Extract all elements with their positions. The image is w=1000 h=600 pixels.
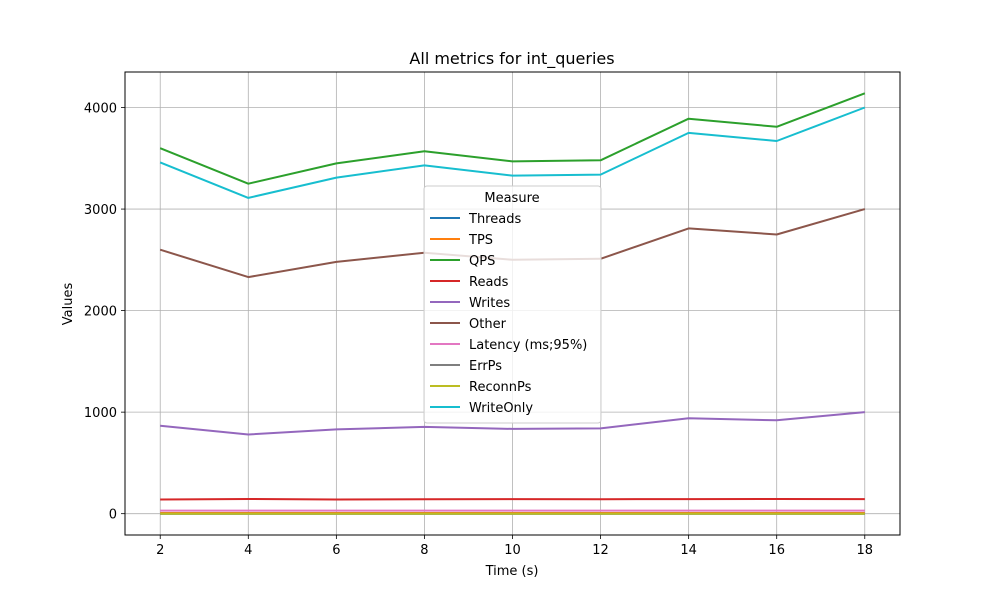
legend-label-qps: QPS	[469, 254, 495, 269]
legend-label-threads: Threads	[468, 212, 521, 227]
y-tick-label: 4000	[84, 102, 117, 117]
legend-label-tps: TPS	[468, 233, 493, 248]
legend-label-other: Other	[469, 317, 507, 332]
legend-label-errps: ErrPs	[469, 359, 502, 374]
legend-box	[423, 185, 602, 424]
series-line-qps	[159, 92, 866, 185]
x-axis-label: Time (s)	[485, 564, 539, 579]
x-tick-label: 12	[592, 543, 609, 558]
x-tick-label: 14	[680, 543, 697, 558]
legend-label-reconnps: ReconnPs	[469, 380, 532, 395]
x-tick-label: 6	[332, 543, 340, 558]
series-line-writeonly	[159, 106, 866, 199]
x-tick-label: 18	[856, 543, 873, 558]
legend: Measure Threads TPS QPS Reads Writes Other Lat…	[423, 185, 602, 424]
series-line-writes	[160, 411, 865, 436]
y-tick-label: 0	[109, 508, 117, 523]
legend-title: Measure	[484, 191, 539, 206]
x-tick-label: 10	[504, 543, 521, 558]
legend-label-writes: Writes	[469, 296, 510, 311]
series-line-reads	[160, 498, 865, 501]
axes: 2 4 6 8 10 12 14 16 18 0 1000 2000 3000 4000	[84, 102, 873, 558]
x-tick-label: 16	[768, 543, 785, 558]
legend-label-reads: Reads	[469, 275, 509, 290]
x-tick-label: 8	[420, 543, 428, 558]
legend-label-writeonly: WriteOnly	[469, 401, 533, 416]
y-axis-label: Values	[61, 283, 76, 326]
legend-label-latency-ms-95: Latency (ms;95%)	[469, 338, 587, 353]
chart-title: All metrics for int_queries	[409, 49, 614, 69]
x-tick-label: 4	[244, 543, 252, 558]
legend-entries: Threads TPS QPS Reads Writes Other Latency (ms…	[430, 212, 587, 416]
y-tick-label: 1000	[84, 406, 117, 421]
y-tick-label: 3000	[84, 203, 117, 218]
y-tick-label: 2000	[84, 305, 117, 320]
x-tick-label: 2	[156, 543, 164, 558]
series-lines	[159, 92, 866, 515]
